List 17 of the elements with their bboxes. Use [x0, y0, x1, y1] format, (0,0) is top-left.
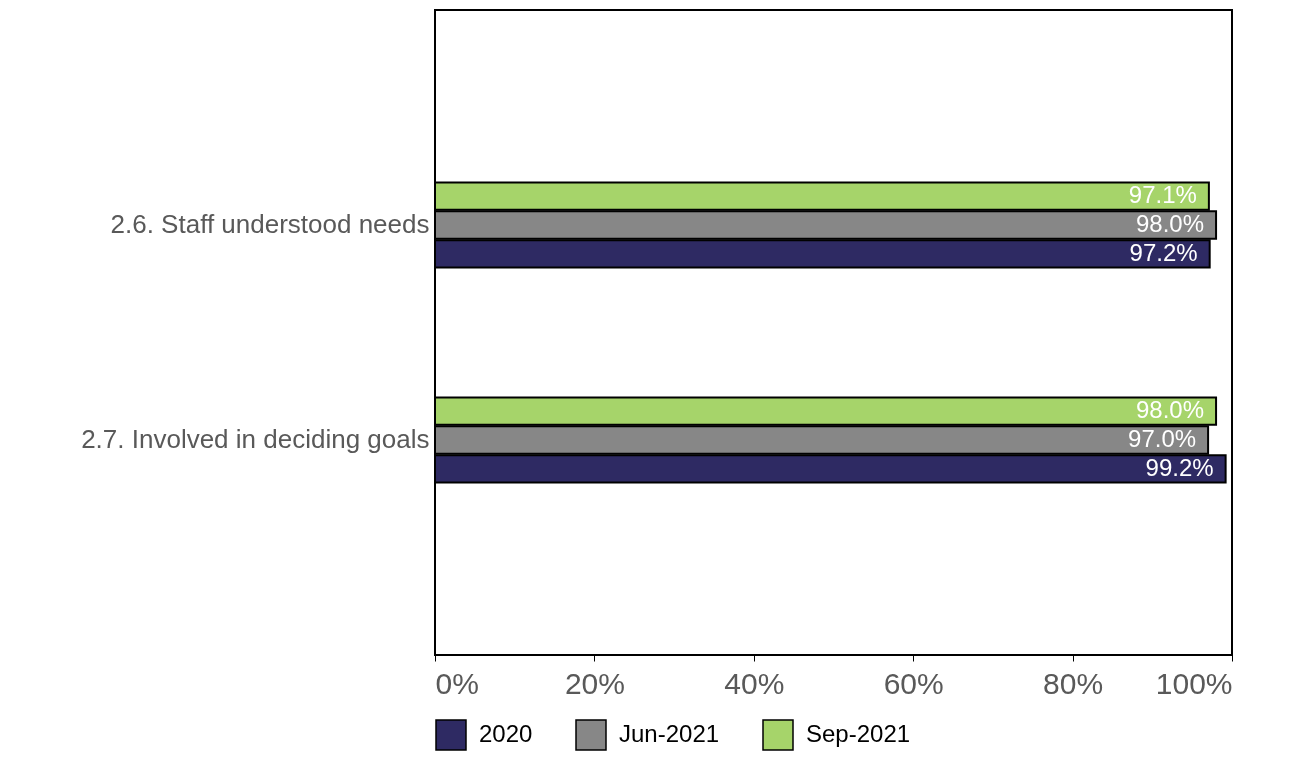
x-tick-label: 0%	[435, 666, 479, 700]
legend-label: Jun-2021	[619, 720, 720, 747]
x-tick-label: 20%	[564, 666, 625, 700]
legend-label: 2020	[479, 720, 533, 747]
data-label: 98.0%	[1136, 210, 1205, 237]
data-label: 97.1%	[1128, 181, 1197, 209]
data-label: 97.2%	[1129, 238, 1198, 266]
x-tick-label: 40%	[724, 666, 785, 700]
x-tick-label: 80%	[1043, 666, 1104, 700]
x-tick-label: 100%	[1155, 666, 1233, 700]
data-label: 98.0%	[1136, 396, 1205, 424]
data-label: 97.0%	[1128, 425, 1197, 452]
legend-label: Sep-2021	[806, 720, 911, 747]
y-tick-label: 2.7. Involved in deciding goals	[81, 424, 430, 454]
data-label: 99.2%	[1145, 453, 1214, 481]
x-tick-label: 60%	[883, 666, 944, 700]
y-tick-label: 2.6. Staff understood needs	[110, 209, 430, 239]
